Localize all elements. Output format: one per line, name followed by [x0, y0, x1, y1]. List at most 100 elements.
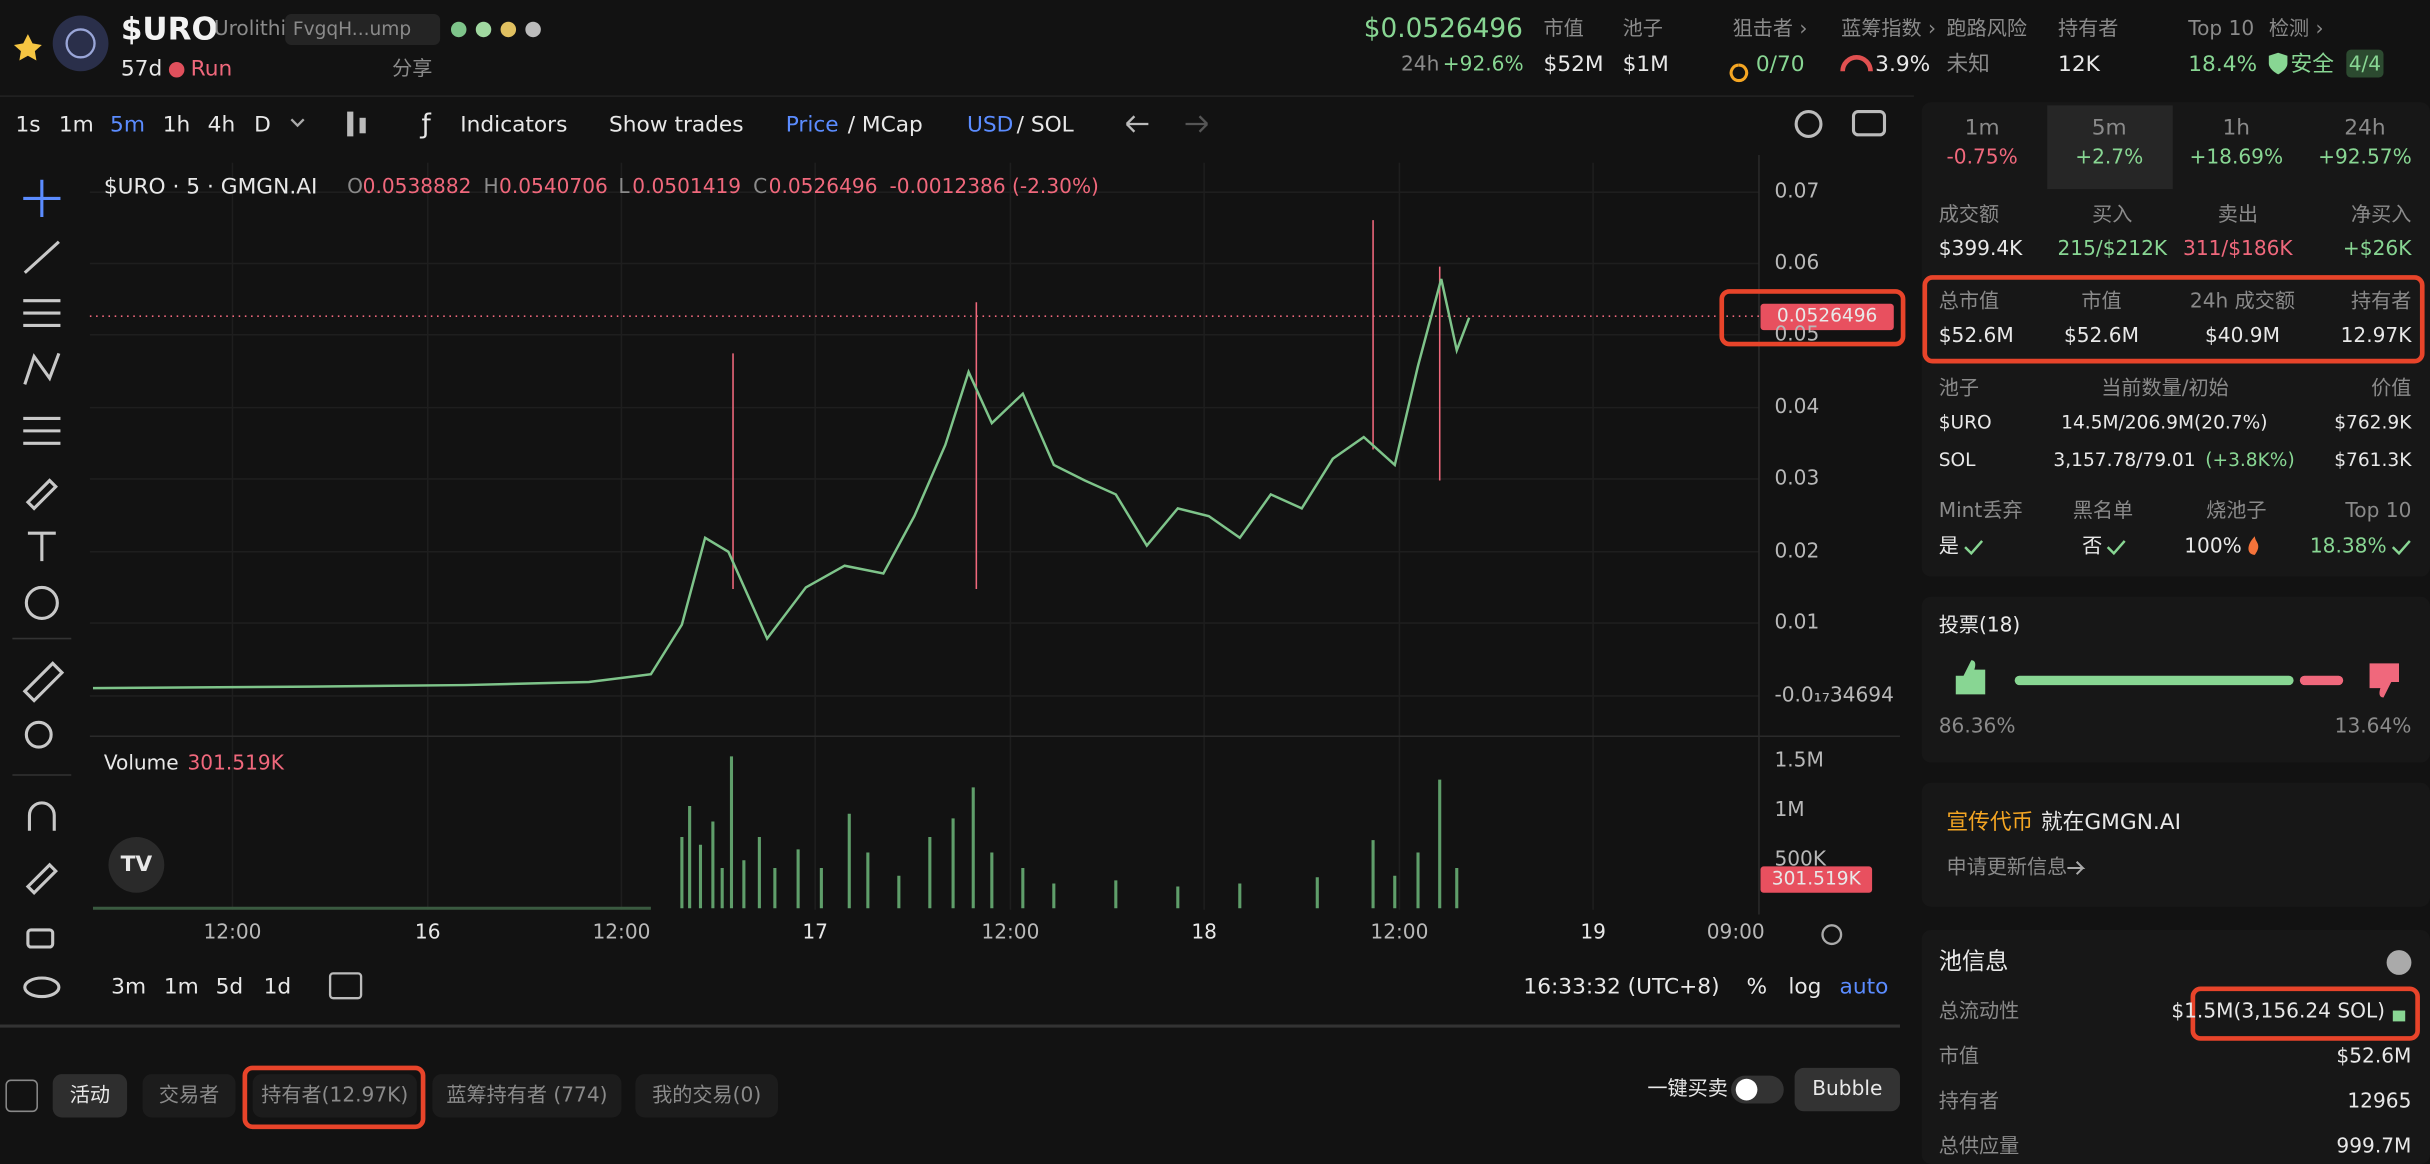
- label: 检测 ›: [2269, 16, 2324, 40]
- xticks: 17: [802, 920, 828, 944]
- headers: 价值: [2371, 376, 2411, 400]
- date-icon[interactable]: [328, 972, 363, 1000]
- settings-icon[interactable]: [1794, 110, 1823, 138]
- name: Urolithi: [214, 16, 286, 40]
- price: $0.0526496: [1364, 14, 1523, 44]
- wicks: [732, 220, 1441, 589]
- ranges: 1m: [164, 974, 199, 999]
- indicators: Indicators: [460, 113, 567, 138]
- title: 投票(18): [1939, 613, 2021, 637]
- key: L: [618, 174, 630, 198]
- tab[interactable]: [432, 1074, 622, 1118]
- current-price: 0.0526496: [1777, 306, 1877, 327]
- tab[interactable]: [635, 1074, 778, 1118]
- value: 0/70: [1756, 52, 1805, 77]
- labels: 净买入: [2351, 202, 2411, 226]
- key: C: [753, 174, 767, 198]
- label: 24h: [2344, 116, 2385, 141]
- value: 12965: [2347, 1089, 2411, 1113]
- items: 活动: [70, 1082, 110, 1106]
- grid: [89, 162, 1759, 910]
- ranges: 5d: [216, 974, 244, 999]
- values: 100%: [2184, 534, 2242, 558]
- candle-icon[interactable]: [347, 111, 354, 137]
- bubble: Bubble: [1812, 1076, 1882, 1100]
- values: 215/$212K: [2058, 236, 2168, 260]
- volume-label-bg: [1760, 866, 1873, 893]
- pattern-tool[interactable]: [23, 352, 61, 385]
- favorite-icon[interactable]: [13, 34, 42, 61]
- amount: 3,157.78/79.01: [2053, 450, 2195, 471]
- run-icon: [168, 61, 185, 78]
- intervals: 1m: [59, 113, 94, 138]
- legend: $URO · 5 · GMGN.AI: [104, 175, 318, 200]
- share: 分享: [392, 56, 432, 80]
- headers: 池子: [1939, 376, 1979, 400]
- tab[interactable]: [142, 1074, 236, 1118]
- labels: Mint丢弃: [1939, 498, 2023, 522]
- yticks: 0.01: [1774, 610, 1819, 634]
- highlight-box: [2190, 986, 2420, 1041]
- fib-tool[interactable]: [23, 299, 61, 328]
- forecast-tool[interactable]: [23, 416, 61, 445]
- gauge-icon: [1840, 55, 1873, 72]
- zoom-tool[interactable]: [24, 720, 53, 749]
- text-tool[interactable]: [27, 531, 56, 562]
- check: [1964, 540, 1984, 556]
- values: 12.97K: [2341, 323, 2413, 347]
- line-tool[interactable]: [23, 240, 60, 274]
- stats-card: [1921, 102, 2430, 577]
- emoji-tool[interactable]: [24, 585, 59, 620]
- address-chip[interactable]: [285, 13, 441, 45]
- camera-icon[interactable]: [1851, 110, 1887, 137]
- lock-icon: [2392, 1010, 2406, 1022]
- menu-icon[interactable]: [2386, 950, 2412, 975]
- change: (+3.8K%): [2205, 450, 2294, 471]
- panel-toggle[interactable]: [5, 1079, 38, 1113]
- vote-bar-down: [2299, 675, 2344, 686]
- dropdown-icon[interactable]: [290, 118, 305, 128]
- show-trades: Show trades: [609, 113, 744, 138]
- redo-icon[interactable]: [1185, 115, 1209, 133]
- tab[interactable]: [252, 1074, 417, 1118]
- key: O: [347, 174, 363, 198]
- usd: USD: [967, 113, 1013, 138]
- undo-icon[interactable]: [1125, 115, 1149, 133]
- magnet-tool[interactable]: [27, 801, 56, 831]
- value: $52.6M: [2336, 1044, 2411, 1068]
- axis-settings[interactable]: [1821, 924, 1843, 946]
- lock-tool[interactable]: [26, 928, 55, 949]
- brush-tool[interactable]: [25, 478, 58, 511]
- sol: / SOL: [1017, 113, 1074, 138]
- highlight-box: [1719, 289, 1906, 347]
- bubble-button[interactable]: [1794, 1067, 1900, 1112]
- intervals: 1h: [163, 113, 191, 138]
- age: 57d: [121, 57, 162, 82]
- labels: 成交额: [1939, 202, 1999, 226]
- label: 跑路风险: [1946, 16, 2026, 40]
- tab-active[interactable]: [2047, 105, 2173, 190]
- xticks: 12:00: [592, 920, 650, 944]
- yticks: 0.04: [1774, 394, 1819, 418]
- thumb-down[interactable]: [2369, 663, 2400, 698]
- tradingview-logo[interactable]: [108, 836, 165, 893]
- shield-icon: [2268, 52, 2288, 75]
- lock-draw-tool[interactable]: [25, 862, 58, 895]
- volume-ticks: 500K: [1774, 847, 1826, 871]
- run: Run: [191, 57, 233, 82]
- check: [2106, 540, 2126, 556]
- items: 交易者: [159, 1082, 219, 1106]
- label: 总供应量: [1939, 1133, 2019, 1157]
- labels: 买入: [2092, 202, 2132, 226]
- visibility-tool[interactable]: [23, 976, 61, 999]
- label: 市值: [1544, 16, 1584, 40]
- thumb-up[interactable]: [1955, 660, 1986, 695]
- ruler-tool[interactable]: [22, 661, 65, 703]
- xticks: 19: [1580, 920, 1606, 944]
- tab-active[interactable]: [52, 1074, 128, 1118]
- values: 是: [1939, 534, 1959, 558]
- crosshair-tool[interactable]: [23, 179, 61, 217]
- tag-icon: [500, 21, 517, 38]
- values: 否: [2082, 534, 2102, 558]
- fx-icon[interactable]: ƒ: [420, 110, 432, 140]
